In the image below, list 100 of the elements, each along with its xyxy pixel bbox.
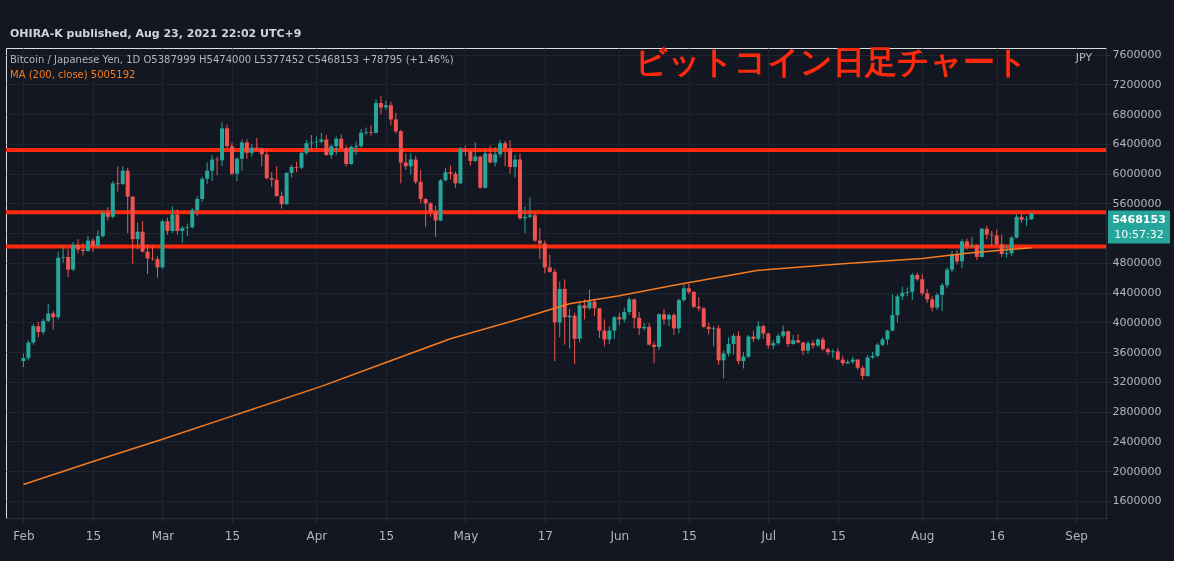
y-tick-label: 1600000 (1112, 494, 1162, 508)
candlestick (418, 169, 423, 204)
line-series (22, 246, 1033, 486)
text: OHIRA-K published, Aug 23, 2021 22:02 UTC+9 (10, 27, 302, 40)
candlestick (76, 238, 81, 254)
candlestick (359, 128, 364, 149)
candlestick (671, 312, 676, 336)
candlestick (210, 154, 215, 182)
candlestick (393, 112, 398, 135)
y-tick-label: 2400000 (1112, 434, 1162, 448)
x-tick-label: 15 (681, 528, 697, 543)
candlestick (959, 238, 964, 269)
candlestick (205, 162, 210, 185)
candlestick (910, 272, 915, 301)
candlestick (195, 195, 200, 217)
x-tick-label: 15 (378, 528, 395, 543)
candlestick (890, 293, 895, 332)
candlestick (334, 136, 339, 156)
text: 5468153 (1112, 212, 1166, 226)
annotation: Bitcoin / Japanese Yen, 1D O5387999 H5474000 L5377452 C5468153 +78795 (+1.46%) (10, 54, 454, 65)
candlestick (825, 347, 830, 356)
candlestick (150, 245, 155, 262)
candlestick (493, 146, 498, 167)
y-tick-label: 2000000 (1112, 464, 1162, 478)
candlestick (324, 134, 329, 157)
candlestick (200, 176, 205, 203)
x-tick-label: 15 (830, 528, 846, 543)
x-tick-label: 15 (224, 528, 241, 543)
candlestick (354, 141, 359, 156)
candlestick (140, 220, 145, 254)
y-tick-label: 4000000 (1112, 315, 1162, 329)
x-tick-label: 15 (85, 528, 102, 543)
candlestick (597, 307, 602, 339)
candlestick (264, 148, 269, 181)
candlestick (364, 127, 369, 136)
candlestick (1024, 215, 1029, 227)
candlestick (945, 266, 950, 289)
candlestick (51, 310, 56, 331)
candlestick (294, 161, 299, 173)
x-tick-label: 16 (989, 528, 1005, 543)
x-tick-label: 17 (537, 528, 553, 543)
candlestick (950, 250, 955, 274)
x-tick-label: Apr (306, 528, 328, 543)
candlestick (115, 165, 120, 193)
candlestick (274, 165, 279, 198)
chart-title: ビットコイン日足チャート (634, 43, 1028, 81)
candlestick (225, 124, 230, 149)
y-tick-label: 3600000 (1112, 345, 1162, 359)
candlestick (31, 323, 36, 346)
x-tick-label: Jun (609, 528, 630, 543)
candlestick (135, 222, 140, 251)
candlestick (602, 318, 607, 347)
candlestick (170, 205, 175, 234)
candlestick (413, 155, 418, 185)
candlestick (155, 255, 160, 279)
candlestick (527, 196, 532, 219)
candlestick (26, 339, 31, 361)
y-tick-label: 6800000 (1112, 107, 1162, 121)
candlestick (61, 246, 66, 264)
y-tick-label: 3200000 (1112, 375, 1162, 389)
x-tick-label: Mar (151, 528, 175, 543)
candlestick (349, 144, 354, 166)
candlestick (388, 101, 393, 126)
candlestick (508, 139, 513, 175)
y-tick-label: 6000000 (1112, 167, 1162, 181)
candlestick (582, 298, 587, 320)
candlestick (344, 144, 349, 167)
x-tick-label: May (453, 528, 479, 543)
y-tick-label: 6400000 (1112, 137, 1162, 151)
x-tick-label: Feb (13, 528, 35, 543)
candlestick (244, 138, 249, 160)
candlestick (572, 312, 577, 365)
y-tick-label: 2800000 (1112, 405, 1162, 419)
candlestick (503, 140, 508, 167)
candlestick (969, 236, 974, 249)
y-tick-label: 4400000 (1112, 286, 1162, 300)
candlestick (920, 273, 925, 297)
candlestick (612, 315, 617, 340)
candlestick (964, 237, 969, 251)
candlestick (46, 303, 51, 323)
candlestick (90, 237, 95, 253)
candlestick (940, 282, 945, 312)
y-tick-label: 4800000 (1112, 256, 1162, 270)
y-tick-label: 7200000 (1112, 77, 1162, 91)
candlestick (895, 293, 900, 323)
candlestick (239, 138, 244, 172)
annotation: MA (200, close) 5005192 (10, 69, 136, 80)
candlestick (433, 205, 438, 238)
candlestick (791, 334, 796, 346)
text: 10:57:32 (1114, 227, 1164, 241)
candlestick (662, 308, 667, 326)
candlestick (513, 154, 518, 178)
candlestick (299, 150, 304, 170)
candlestick (175, 208, 180, 236)
candlestick (537, 227, 542, 260)
x-tick-label: Sep (1065, 528, 1088, 543)
candlestick (542, 240, 547, 274)
y-tick-label: 5600000 (1112, 196, 1162, 210)
candlestick (632, 298, 637, 329)
annotation: JPY (1074, 51, 1093, 64)
